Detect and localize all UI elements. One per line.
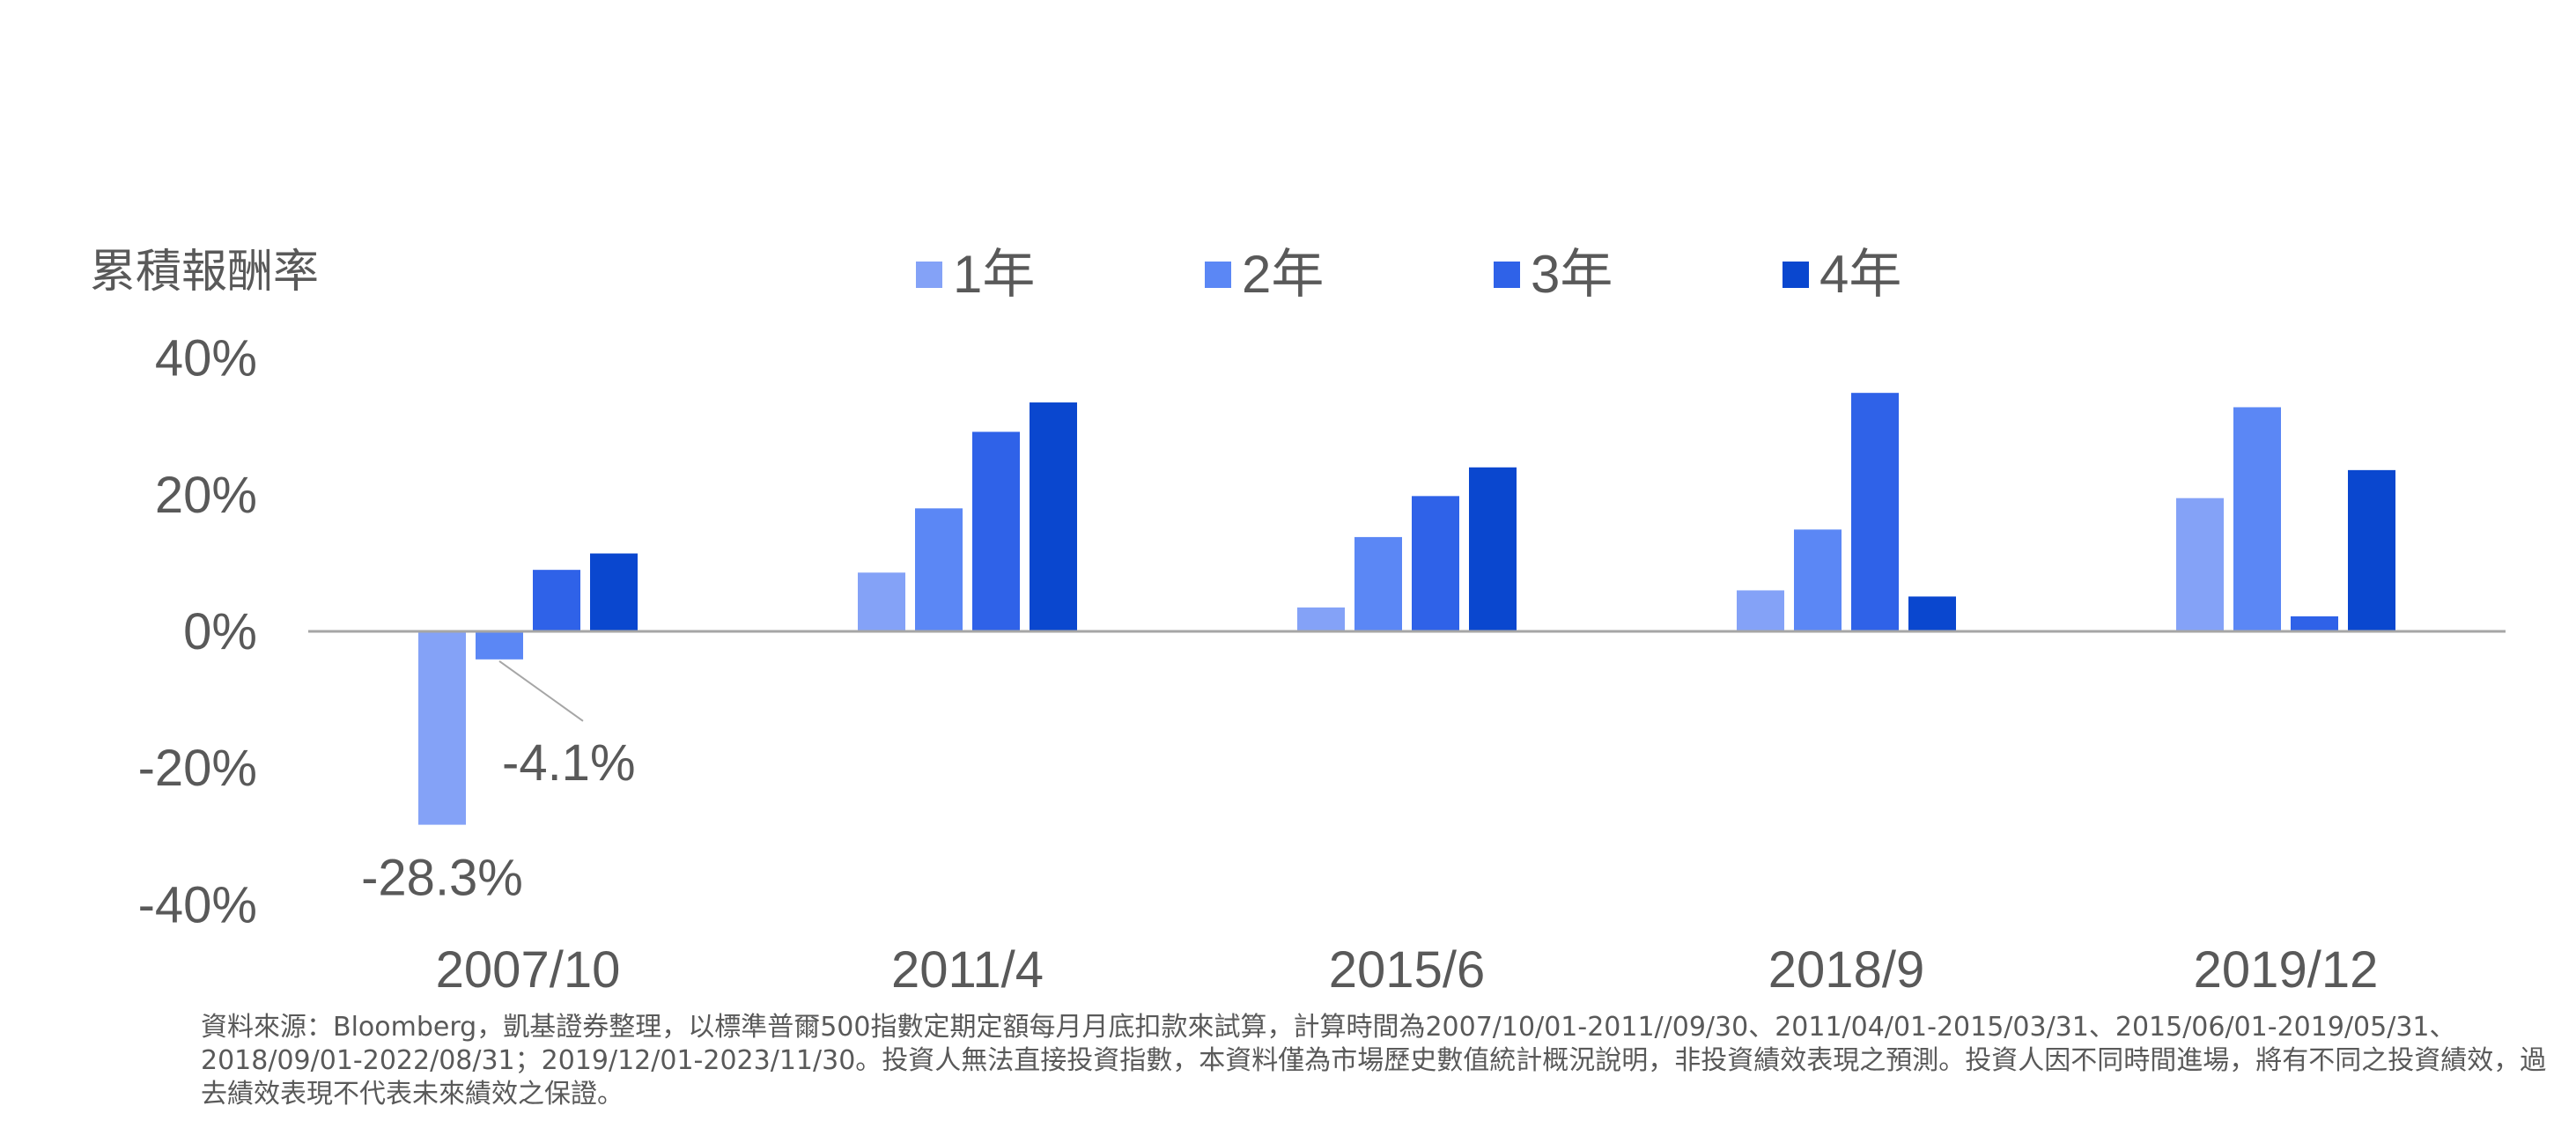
legend-label-3: 3年	[1531, 245, 1613, 304]
bar-2019-12-series-1	[2176, 498, 2224, 631]
bar-2015-6-series-3	[1412, 496, 1459, 631]
y-tick-label: 20%	[155, 467, 257, 524]
bar-2011-4-series-4	[1030, 402, 1077, 631]
y-tick-label: -20%	[138, 740, 257, 797]
bar-2007-10-series-2	[476, 631, 523, 660]
y-tick-label: 40%	[155, 330, 257, 387]
x-tick-label: 2011/4	[891, 941, 1044, 999]
y-tick-label: 0%	[183, 603, 257, 660]
bar-2011-4-series-3	[972, 431, 1020, 631]
bar-2015-6-series-1	[1297, 607, 1345, 631]
bar-2018-9-series-2	[1794, 529, 1842, 631]
legend-label-2: 2年	[1242, 245, 1325, 304]
bar-2007-10-series-1	[418, 631, 466, 825]
bar-2019-12-series-2	[2233, 407, 2281, 631]
legend-swatch-3	[1494, 262, 1520, 288]
legend-swatch-2	[1205, 262, 1231, 288]
legend-item-3: 3年	[1494, 248, 1783, 301]
y-axis-title: 累積報酬率	[90, 246, 320, 299]
bar-2018-9-series-4	[1908, 596, 1956, 631]
legend-item-1: 1年	[916, 248, 1205, 301]
chart-legend: 1年 2年 3年 4年	[916, 248, 2071, 301]
bar-2015-6-series-2	[1354, 536, 1402, 631]
source-note: 資料來源：Bloomberg，凱基證券整理，以標準普爾500指數定期定額每月月底…	[201, 1012, 2547, 1110]
x-tick-label: 2019/12	[2194, 941, 2379, 999]
data-label: -28.3%	[361, 850, 523, 907]
legend-swatch-4	[1783, 262, 1809, 288]
bar-2018-9-series-1	[1737, 590, 1784, 631]
bar-2018-9-series-3	[1851, 393, 1899, 631]
bar-2007-10-series-4	[590, 553, 638, 631]
x-tick-label: 2018/9	[1768, 941, 1924, 999]
bar-2011-4-series-1	[858, 572, 905, 631]
x-tick-label: 2015/6	[1329, 941, 1485, 999]
bar-2015-6-series-4	[1469, 467, 1517, 631]
legend-item-2: 2年	[1205, 248, 1494, 301]
callout-line	[498, 660, 584, 722]
bar-2019-12-series-3	[2291, 616, 2338, 631]
data-label: -4.1%	[502, 734, 636, 792]
legend-swatch-1	[916, 262, 942, 288]
legend-item-4: 4年	[1783, 248, 2071, 301]
legend-label-1: 1年	[953, 245, 1036, 304]
bar-2011-4-series-2	[915, 508, 963, 631]
legend-label-4: 4年	[1819, 245, 1902, 304]
bar-2019-12-series-4	[2348, 469, 2395, 631]
y-tick-label: -40%	[138, 876, 257, 933]
bar-2007-10-series-3	[533, 570, 580, 631]
x-tick-label: 2007/10	[436, 941, 621, 999]
